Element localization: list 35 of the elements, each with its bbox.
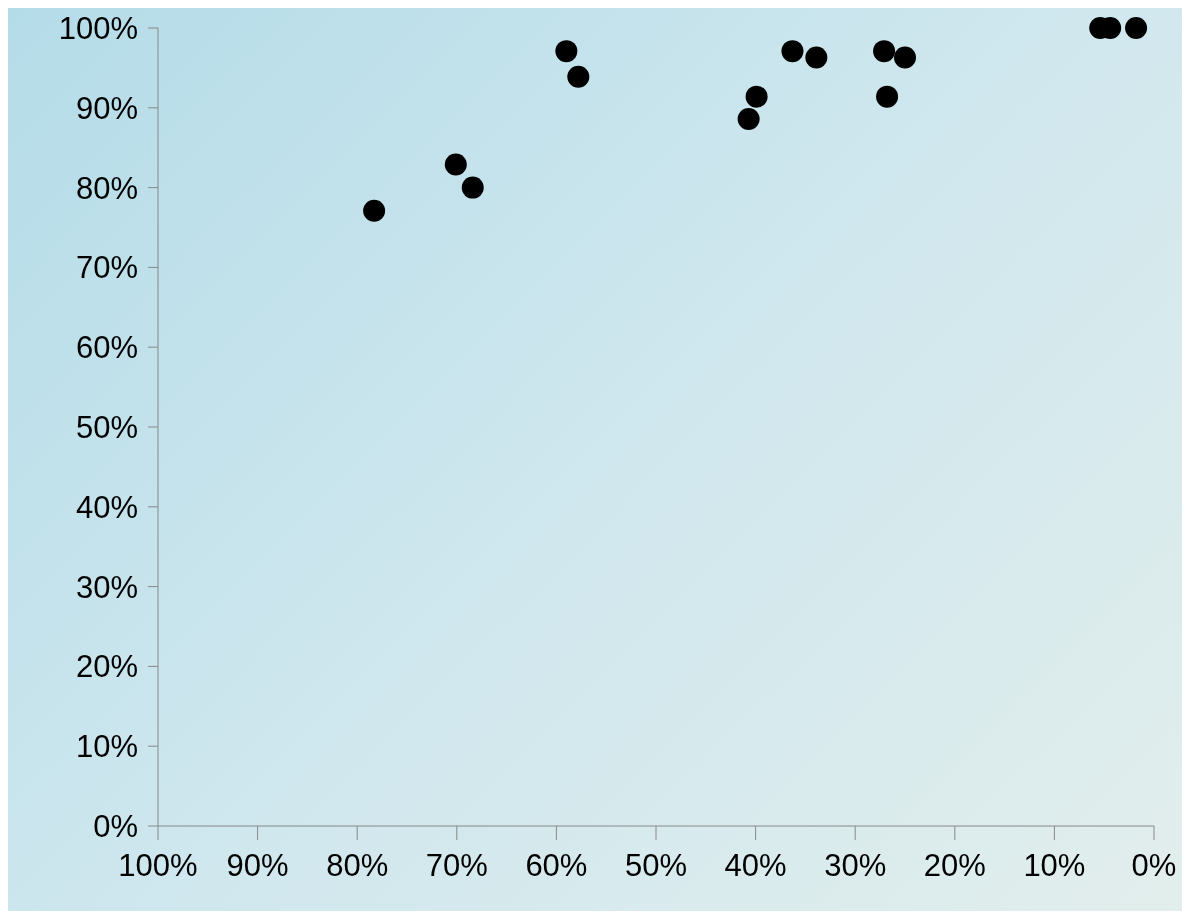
point	[805, 46, 828, 69]
y-tick-label: 50%	[75, 410, 138, 446]
y-tick-label: 40%	[75, 489, 138, 525]
x-tick-label: 40%	[724, 848, 787, 884]
point	[737, 107, 760, 130]
y-tick-label: 0%	[93, 809, 138, 845]
point	[567, 65, 590, 88]
x-tick-label: 80%	[326, 848, 389, 884]
point	[873, 40, 896, 63]
x-tick-label: 30%	[824, 848, 887, 884]
point	[781, 40, 804, 63]
x-tick-label: 70%	[425, 848, 488, 884]
y-tick-label: 70%	[75, 250, 138, 286]
y-tick-label: 60%	[75, 330, 138, 366]
point	[461, 176, 484, 199]
x-tick-label: 90%	[226, 848, 289, 884]
x-tick-label: 0%	[1131, 848, 1177, 884]
point	[894, 46, 916, 69]
point	[1125, 17, 1148, 39]
x-tick-label: 10%	[1023, 848, 1086, 884]
point	[555, 40, 578, 63]
y-tick-label: 80%	[75, 170, 138, 206]
point	[363, 199, 386, 222]
x-tick-label: 60%	[525, 848, 588, 884]
point	[444, 153, 467, 176]
x-tick-label: 50%	[624, 848, 688, 884]
point	[876, 85, 899, 108]
point	[745, 85, 768, 108]
y-tick-label: 100%	[58, 11, 138, 47]
y-tick-label: 20%	[75, 649, 138, 685]
y-tick-label: 30%	[75, 569, 138, 605]
x-tick-label: 20%	[923, 848, 986, 884]
y-tick-label: 10%	[75, 729, 138, 765]
y-tick-label: 90%	[75, 90, 138, 126]
x-tick-label: 100%	[118, 848, 198, 884]
